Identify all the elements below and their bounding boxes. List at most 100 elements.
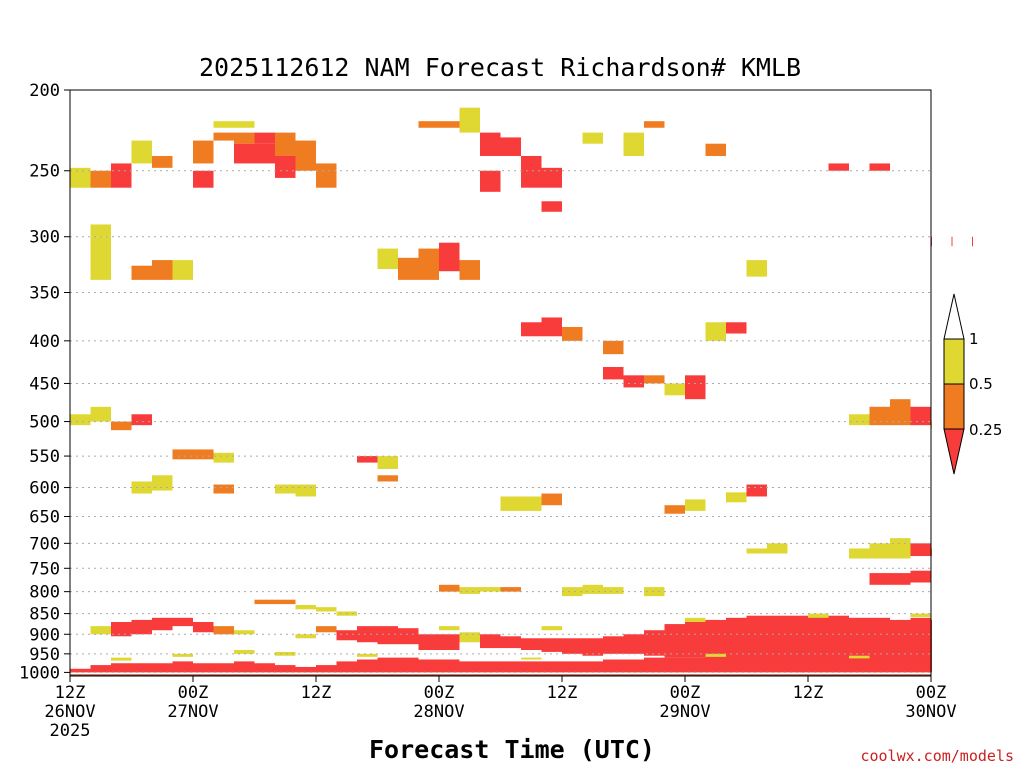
ri-cell bbox=[623, 375, 644, 388]
ri-cell bbox=[644, 121, 665, 128]
surface-band bbox=[70, 674, 931, 676]
ri-cell bbox=[357, 659, 378, 673]
colorbar-label-0.5: 0.5 bbox=[969, 375, 993, 393]
ri-cell bbox=[644, 375, 665, 384]
ri-cell bbox=[131, 663, 152, 673]
ri-cell bbox=[439, 242, 460, 272]
ri-cell bbox=[541, 626, 562, 631]
ri-cell bbox=[357, 626, 378, 643]
ri-cell bbox=[746, 548, 767, 554]
ri-cell bbox=[213, 121, 234, 128]
ri-cell bbox=[828, 163, 849, 171]
ri-cell bbox=[193, 663, 214, 673]
y-tick-label: 600 bbox=[29, 479, 60, 499]
ri-cell bbox=[521, 322, 542, 337]
ri-cell bbox=[726, 492, 747, 503]
ri-cell bbox=[644, 630, 665, 656]
ri-cell bbox=[213, 132, 234, 141]
ri-cell bbox=[213, 484, 234, 494]
x-axis-label: Forecast Time (UTC) bbox=[369, 735, 655, 764]
ri-cell bbox=[787, 657, 808, 673]
ri-cell bbox=[500, 137, 521, 156]
ri-cell bbox=[685, 617, 706, 623]
colorbar-label-0.25: 0.25 bbox=[969, 421, 1002, 439]
ri-cell bbox=[90, 626, 111, 635]
ri-cell bbox=[439, 634, 460, 651]
ri-cell bbox=[480, 132, 501, 156]
ri-cell bbox=[746, 260, 767, 277]
chart-title: 2025112612 NAM Forecast Richardson# KMLB bbox=[199, 53, 801, 82]
ri-cell bbox=[849, 655, 870, 659]
ri-cell bbox=[213, 626, 234, 635]
ri-cell bbox=[459, 260, 480, 280]
ri-cell bbox=[685, 657, 706, 673]
ri-cell bbox=[562, 587, 583, 597]
x-tick-label: 12Z bbox=[55, 683, 86, 703]
ri-cell bbox=[459, 107, 480, 133]
x-tick-label: 29NOV bbox=[659, 702, 710, 722]
ri-cell bbox=[808, 657, 829, 673]
ri-cell bbox=[541, 638, 562, 652]
ri-cell bbox=[316, 626, 337, 633]
x-tick-label: 27NOV bbox=[167, 702, 218, 722]
ri-cell bbox=[910, 613, 931, 617]
ri-cell bbox=[111, 663, 132, 673]
ri-cell bbox=[254, 143, 275, 164]
ri-cell bbox=[808, 613, 829, 618]
ri-cell bbox=[623, 132, 644, 156]
ri-cell bbox=[90, 224, 111, 237]
ri-cell bbox=[705, 143, 726, 156]
ri-cell bbox=[726, 617, 747, 662]
colorbar-box-orange bbox=[943, 383, 965, 430]
ri-cell bbox=[418, 634, 439, 651]
ri-cell bbox=[664, 624, 685, 658]
ri-cell bbox=[767, 615, 788, 662]
ri-cell bbox=[90, 665, 111, 673]
ri-cell bbox=[869, 543, 890, 559]
ri-cell bbox=[582, 638, 603, 656]
ri-cell bbox=[849, 414, 870, 426]
ri-cell bbox=[111, 622, 132, 637]
ri-cell bbox=[910, 617, 931, 664]
ri-cell bbox=[172, 661, 193, 673]
ri-cell bbox=[439, 584, 460, 592]
x-tick-label: 00Z bbox=[916, 683, 947, 703]
ri-cell bbox=[562, 638, 583, 654]
ri-cell bbox=[500, 587, 521, 592]
ri-cell bbox=[603, 636, 624, 654]
ri-cell bbox=[316, 607, 337, 612]
ri-cell bbox=[357, 653, 378, 657]
ri-cell bbox=[90, 406, 111, 422]
ri-cell bbox=[295, 140, 316, 171]
y-tick-label: 700 bbox=[29, 534, 60, 554]
ri-cell bbox=[500, 496, 521, 511]
x-tick-label: 12Z bbox=[793, 683, 824, 703]
ri-cell bbox=[910, 406, 931, 426]
ri-cell bbox=[131, 481, 152, 494]
ri-cell bbox=[275, 155, 296, 178]
ri-cell bbox=[295, 604, 316, 610]
ri-cell bbox=[521, 155, 542, 188]
ri-cell bbox=[562, 326, 583, 341]
ri-cell bbox=[70, 414, 91, 426]
ri-cell bbox=[377, 626, 398, 645]
x-tick-label: 00Z bbox=[178, 683, 209, 703]
x-tick-label: 28NOV bbox=[413, 702, 464, 722]
ri-cell bbox=[275, 665, 296, 673]
ri-cell bbox=[459, 632, 480, 643]
x-tick-label: 30NOV bbox=[905, 702, 956, 722]
ri-cell bbox=[152, 260, 173, 280]
y-tick-label: 300 bbox=[29, 228, 60, 248]
ri-cell bbox=[849, 548, 870, 559]
ri-cell bbox=[685, 499, 706, 511]
colorbar-bottom-arrow bbox=[943, 428, 965, 475]
ri-cell bbox=[439, 121, 460, 128]
ri-cell bbox=[603, 366, 624, 380]
ri-cell bbox=[685, 622, 706, 658]
ri-cell bbox=[111, 421, 132, 431]
colorbar-label-1: 1 bbox=[969, 330, 979, 348]
ri-cell bbox=[500, 636, 521, 649]
ri-cell bbox=[664, 383, 685, 396]
ri-cell bbox=[111, 657, 132, 661]
ri-cell bbox=[70, 668, 91, 673]
